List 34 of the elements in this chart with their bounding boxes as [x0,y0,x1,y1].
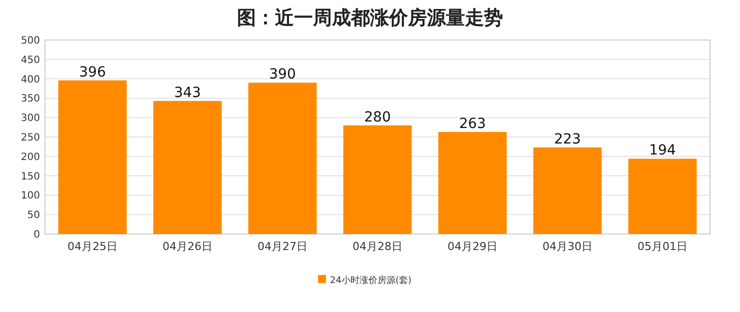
y-tick-label: 150 [20,171,40,182]
x-tick-label: 04月30日 [542,240,592,253]
y-tick-label: 350 [20,94,40,105]
bar [343,125,412,234]
data-label: 263 [459,116,486,132]
x-tick-label: 04月28日 [352,240,402,253]
x-tick-label: 04月29日 [448,240,498,253]
data-label: 343 [174,84,201,101]
x-tick-label: 04月26日 [162,240,212,253]
bar [58,80,127,234]
chart-title: 图：近一周成都涨价房源量走势 [237,7,503,29]
data-label: 390 [269,66,296,83]
bar [248,82,317,234]
y-tick-label: 200 [20,152,40,163]
y-tick-label: 250 [20,132,40,144]
y-tick-label: 400 [20,74,40,86]
data-label: 396 [79,64,106,80]
y-tick-label: 0 [34,230,40,240]
legend: 24小时涨价房源(套) [318,275,412,286]
x-tick-label: 04月27日 [258,240,308,253]
data-label: 280 [364,109,391,126]
bar [438,132,507,234]
x-tick-label: 05月01日 [638,240,688,253]
data-label: 223 [554,131,581,148]
bar [153,100,222,234]
x-tick-label: 04月25日 [68,240,118,253]
bar [628,158,697,234]
y-tick-label: 100 [20,190,40,202]
y-tick-label: 300 [20,113,40,124]
data-label: 194 [649,142,676,159]
bar [533,147,602,234]
y-tick-label: 450 [20,54,40,66]
y-tick-label: 50 [27,210,40,222]
y-tick-label: 500 [20,36,40,46]
